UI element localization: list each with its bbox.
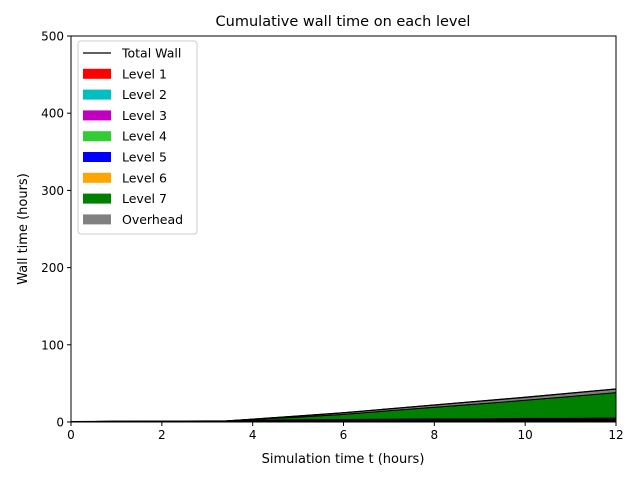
x-tick-label: 4 [249, 428, 257, 442]
legend-swatch-level-5 [83, 152, 111, 162]
y-tick-label: 400 [41, 107, 64, 121]
y-axis-label: Wall time (hours) [16, 173, 31, 285]
stacked-areas [70, 388, 617, 423]
legend-swatch-level-4 [83, 131, 111, 142]
legend-label-overhead: Overhead [122, 212, 183, 227]
legend: Total Wall Level 1 Level 2 Level 3 Level 4 Le… [77, 40, 198, 235]
y-tick-label: 0 [56, 416, 64, 430]
y-tick-label: 300 [41, 184, 64, 198]
legend-label-level-4: Level 4 [122, 129, 167, 144]
y-tick-label: 500 [41, 30, 64, 44]
legend-label-total-wall: Total Wall [121, 46, 181, 61]
chart-title: Cumulative wall time on each level [216, 14, 471, 30]
legend-box [77, 40, 198, 235]
legend-swatch-level-2 [83, 89, 111, 100]
legend-swatch-overhead [83, 214, 111, 225]
x-tick-label: 8 [431, 428, 439, 442]
legend-label-level-3: Level 3 [122, 108, 167, 123]
x-tick-label: 10 [518, 428, 533, 442]
legend-label-level-1: Level 1 [122, 66, 167, 81]
legend-swatch-level-6 [83, 172, 111, 183]
x-axis-ticks: 0 2 4 6 8 10 12 [67, 422, 624, 442]
y-axis-ticks: 0 100 200 300 400 500 [41, 30, 71, 430]
legend-label-level-6: Level 6 [122, 170, 167, 185]
legend-swatch-level-1 [83, 68, 111, 79]
legend-swatch-level-7 [83, 193, 111, 204]
legend-label-level-2: Level 2 [122, 87, 167, 102]
legend-swatch-level-3 [83, 110, 111, 121]
x-tick-label: 12 [608, 428, 623, 442]
y-tick-label: 100 [41, 338, 64, 352]
total-wall-line [70, 388, 617, 423]
legend-label-level-7: Level 7 [122, 191, 167, 206]
x-tick-label: 6 [340, 428, 348, 442]
y-tick-label: 200 [41, 261, 64, 275]
x-tick-label: 0 [67, 428, 75, 442]
x-tick-label: 2 [158, 428, 166, 442]
legend-label-level-5: Level 5 [122, 150, 167, 165]
total-wall-line-group [70, 388, 617, 423]
x-axis-label: Simulation time t (hours) [262, 452, 425, 467]
